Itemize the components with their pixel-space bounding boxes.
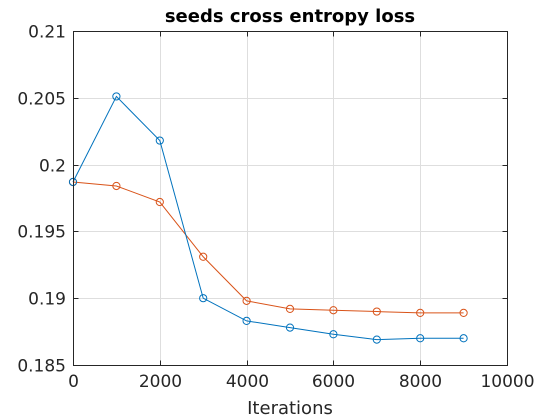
data-point (242, 316, 251, 326)
x-tick-label: 0 (68, 372, 79, 392)
series-2 (68, 177, 468, 317)
data-point (416, 334, 425, 343)
data-point (242, 296, 251, 305)
ticks: 0 2000 4000 6000 8000 100000.1850.190.1950.20… (17, 23, 534, 393)
x-axis-label: Iterations (247, 398, 333, 419)
chart-title: seeds cross entropy loss (165, 6, 415, 27)
data-point (155, 197, 164, 207)
series-line (72, 181, 464, 314)
series-line (72, 95, 464, 341)
x-tick-label: 2000 (139, 372, 182, 392)
axes-box (73, 31, 508, 366)
data-point (416, 308, 425, 317)
y-tick-label: 0.185 (17, 357, 66, 377)
data-point (199, 294, 208, 303)
y-tick-label: 0.19 (28, 290, 66, 310)
x-tick-label: 8000 (399, 372, 442, 392)
data-point (372, 335, 381, 344)
data-point (329, 306, 338, 315)
y-tick-label: 0.205 (17, 90, 66, 110)
y-tick-label: 0.21 (28, 23, 66, 43)
data-point (155, 136, 164, 145)
data-point (329, 330, 338, 339)
data-point (285, 323, 295, 332)
data-point (112, 92, 121, 101)
data-point (285, 304, 295, 313)
data-point (372, 307, 381, 316)
y-tick-label: 0.195 (17, 223, 66, 243)
data-point (459, 334, 468, 343)
axes-background (73, 31, 507, 365)
x-tick-label: 10000 (480, 372, 534, 392)
data-point (112, 181, 121, 191)
data-point (199, 252, 208, 261)
x-tick-label: 6000 (312, 372, 355, 392)
x-tick-label: 4000 (226, 372, 269, 392)
data-point (459, 308, 468, 317)
y-tick-label: 0.2 (39, 157, 66, 177)
series-1 (68, 92, 468, 344)
series-group (68, 92, 468, 344)
